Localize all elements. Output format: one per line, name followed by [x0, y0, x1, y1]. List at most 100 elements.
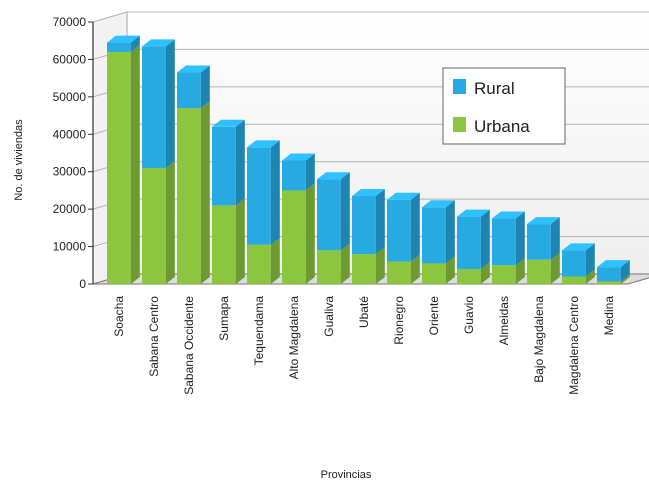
bar-side-urbana: [585, 269, 595, 284]
bar-top: [387, 192, 420, 200]
bar-urbana: [282, 190, 306, 284]
bar-side-rural: [200, 65, 210, 109]
bar-group: [107, 35, 140, 284]
bar-group: [282, 153, 315, 284]
y-tick-label: 40000: [53, 127, 87, 141]
bar-top: [247, 140, 280, 148]
bar-side-urbana: [550, 252, 560, 284]
bar-top: [177, 65, 210, 73]
bar-side-urbana: [165, 160, 175, 284]
y-axis-ticks: 0 10000 20000 30000 40000 50000 60000 70000: [53, 15, 94, 291]
bar-side-rural: [620, 260, 630, 282]
bar-urbana: [387, 261, 411, 284]
bar-rural: [457, 216, 481, 270]
y-tick-label: 50000: [53, 90, 87, 104]
x-axis-title: Provincias: [321, 469, 372, 481]
x-category-label: Medina: [602, 296, 616, 336]
bar-rural: [527, 224, 551, 260]
bar-top: [212, 119, 245, 127]
bar-side-rural: [550, 217, 560, 260]
bar-side-rural: [305, 153, 315, 191]
bar-side-urbana: [410, 254, 420, 284]
bar-rural: [282, 160, 306, 191]
bar-group: [142, 39, 175, 284]
bar-group: [352, 189, 385, 284]
x-category-label: Guavio: [462, 296, 476, 334]
gridline: [92, 11, 649, 23]
x-category-label: Ubaté: [357, 296, 371, 328]
bar-rural: [142, 46, 166, 168]
legend-label-urbana: Urbana: [474, 117, 530, 136]
bar-urbana: [352, 254, 376, 284]
bar-rural: [422, 207, 446, 264]
bar-side-rural: [445, 200, 455, 264]
bar-rural: [107, 42, 131, 52]
x-axis-categories: Soacha Sabana Centro Sabana Occidente Sumap…: [112, 296, 616, 395]
bar-side-urbana: [375, 247, 385, 284]
bar-group: [597, 260, 630, 284]
bar-side-urbana: [270, 237, 280, 284]
bar-side-urbana: [480, 262, 490, 284]
x-category-label: Gualiva: [322, 296, 336, 337]
legend-swatch-rural: [453, 79, 466, 94]
bar-side-rural: [165, 39, 175, 168]
bar-urbana: [527, 259, 551, 284]
bar-side-rural: [340, 172, 350, 251]
bar-side-urbana: [620, 274, 630, 284]
x-category-label: Oriente: [427, 296, 441, 336]
bar-group: [422, 200, 455, 284]
bar-urbana: [177, 108, 201, 284]
bar-side-urbana: [200, 101, 210, 284]
bar-side-urbana: [305, 183, 315, 284]
y-tick-label: 10000: [53, 240, 87, 254]
bar-side-rural: [515, 211, 525, 266]
bars: [107, 35, 630, 284]
x-category-label: Sabana Centro: [147, 296, 161, 377]
bar-top: [317, 172, 350, 180]
bar-top: [352, 189, 385, 197]
bar-side-urbana: [130, 44, 140, 284]
legend-label-rural: Rural: [474, 79, 515, 98]
bar-side-rural: [480, 209, 490, 270]
bar-rural: [317, 179, 341, 251]
bar-top: [597, 260, 630, 268]
bar-group: [317, 172, 350, 284]
bar-rural: [597, 267, 621, 282]
bar-urbana: [492, 265, 516, 284]
bar-side-rural: [235, 119, 245, 206]
bar-top: [562, 243, 595, 251]
bar-side-rural: [375, 189, 385, 255]
bar-group: [177, 65, 210, 284]
bar-group: [247, 140, 280, 284]
bar-top: [422, 200, 455, 208]
bar-rural: [562, 250, 586, 277]
bar-side-rural: [410, 192, 420, 262]
bar-urbana: [247, 244, 271, 284]
bar-rural: [177, 72, 201, 109]
bar-rural: [352, 196, 376, 255]
bar-group: [457, 209, 490, 284]
bar-group: [527, 217, 560, 284]
bar-urbana: [212, 205, 236, 284]
bar-top: [492, 211, 525, 219]
bar-rural: [247, 147, 271, 245]
legend: Rural Urbana: [442, 67, 566, 145]
bar-urbana: [107, 51, 131, 284]
y-tick-label: 60000: [53, 52, 87, 66]
bar-side-urbana: [340, 243, 350, 284]
x-category-label: Alto Magdalena: [287, 296, 301, 380]
y-tick-label: 0: [79, 277, 86, 291]
bar-urbana: [422, 263, 446, 284]
bar-group: [387, 192, 420, 284]
bar-top: [527, 217, 560, 225]
x-category-label: Tequendama: [252, 296, 266, 366]
bar-group: [212, 119, 245, 284]
bar-urbana: [142, 167, 166, 284]
bar-urbana: [317, 250, 341, 284]
y-tick-label: 70000: [53, 15, 87, 29]
bar-side-rural: [130, 35, 140, 52]
bar-side-urbana: [515, 258, 525, 284]
x-category-label: Bajo Magdalena: [532, 296, 546, 383]
bar-top: [282, 153, 315, 161]
